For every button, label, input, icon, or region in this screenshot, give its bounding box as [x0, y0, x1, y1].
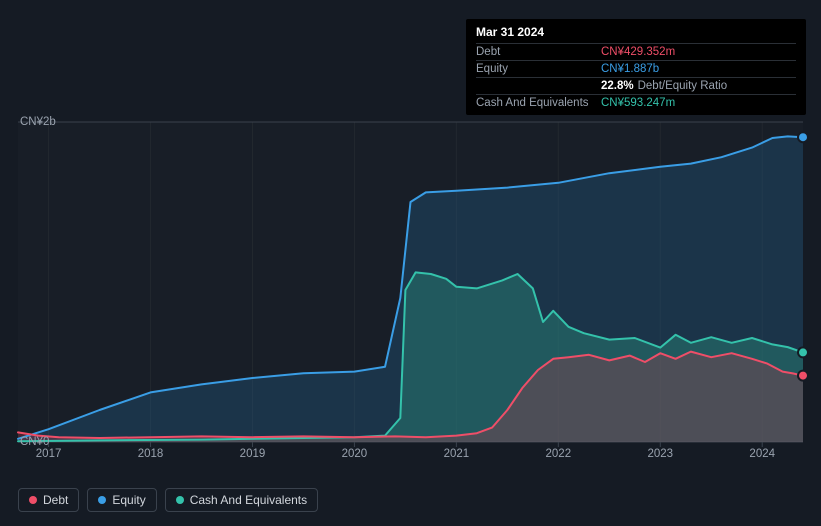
legend-item-debt[interactable]: Debt — [18, 488, 79, 512]
tooltip-row-label: Cash And Equivalents — [476, 97, 601, 109]
tooltip-row-label — [476, 80, 601, 92]
x-axis-label: 2024 — [749, 442, 775, 460]
tooltip-ratio-label: Debt/Equity Ratio — [638, 80, 728, 92]
tooltip-row-value: CN¥593.247m — [601, 97, 675, 109]
legend-label: Debt — [43, 493, 68, 507]
tooltip-row: Cash And EquivalentsCN¥593.247m — [476, 94, 796, 111]
legend-label: Cash And Equivalents — [190, 493, 307, 507]
tooltip-ratio-value: 22.8% — [601, 80, 634, 92]
tooltip-row: DebtCN¥429.352m — [476, 43, 796, 60]
tooltip-row-value: CN¥1.887b — [601, 63, 659, 75]
x-axis-label: 2020 — [342, 442, 368, 460]
x-axis-label: 2018 — [138, 442, 164, 460]
x-axis-label: 2023 — [647, 442, 673, 460]
chart-svg — [18, 122, 803, 442]
tooltip-date: Mar 31 2024 — [476, 25, 796, 43]
tooltip-row: EquityCN¥1.887b — [476, 60, 796, 77]
x-axis-label: 2019 — [240, 442, 266, 460]
x-axis-label: 2017 — [36, 442, 62, 460]
legend-dot-icon — [98, 496, 106, 504]
tooltip-row-label: Debt — [476, 46, 601, 58]
tooltip-row-value: CN¥429.352m — [601, 46, 675, 58]
tooltip-row-label: Equity — [476, 63, 601, 75]
legend-dot-icon — [29, 496, 37, 504]
legend-item-equity[interactable]: Equity — [87, 488, 156, 512]
tooltip-row: 22.8% Debt/Equity Ratio — [476, 77, 796, 94]
financial-chart: CN¥0CN¥2b 201720182019202020212022202320… — [18, 122, 803, 442]
x-axis-label: 2021 — [444, 442, 470, 460]
legend-item-cash[interactable]: Cash And Equivalents — [165, 488, 318, 512]
legend-dot-icon — [176, 496, 184, 504]
data-tooltip: Mar 31 2024 DebtCN¥429.352mEquityCN¥1.88… — [466, 19, 806, 115]
chart-legend: Debt Equity Cash And Equivalents — [18, 488, 318, 512]
x-axis-label: 2022 — [546, 442, 572, 460]
legend-label: Equity — [112, 493, 145, 507]
